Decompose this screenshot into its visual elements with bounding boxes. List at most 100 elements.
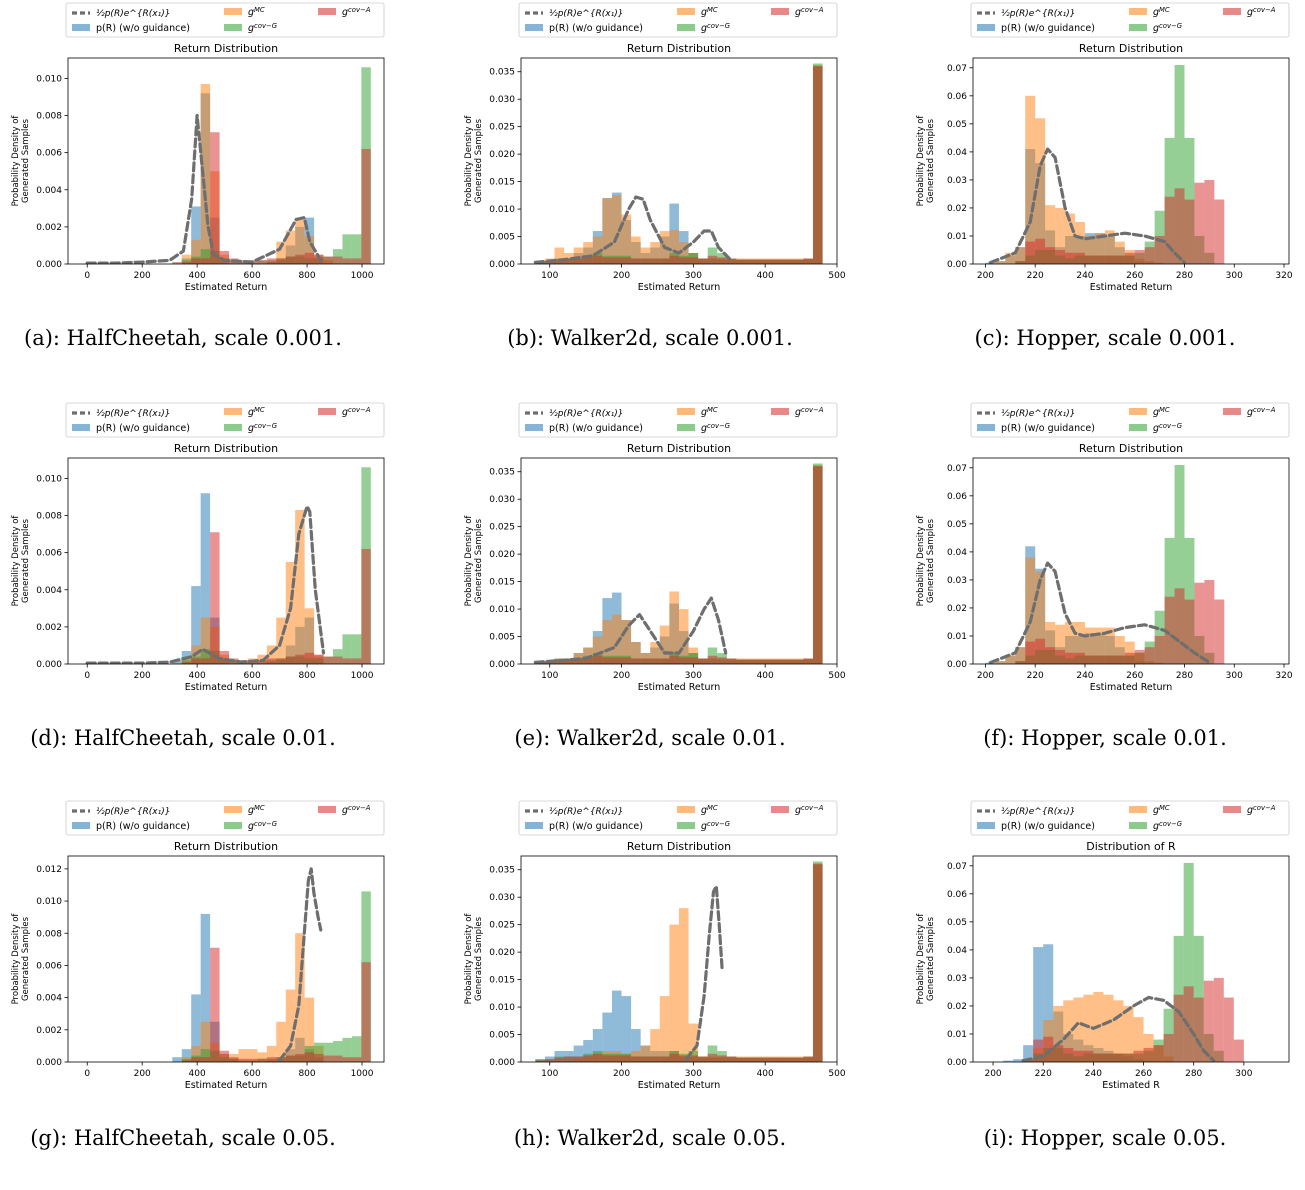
legend-label-p: p(R) (w/o guidance) <box>96 821 190 832</box>
bar-mc <box>583 242 593 264</box>
y-axis-label: Probability Density of Generated Samples <box>464 115 484 207</box>
x-axis-label: Estimated Return <box>1090 282 1173 293</box>
caption-text: (b): Walker2d, scale <box>507 326 726 350</box>
x-axis: 0 200 400 600 800 1000 Estimated Return <box>84 1062 374 1091</box>
density-line <box>1021 995 1216 1062</box>
legend-swatch-p <box>72 24 90 31</box>
bar-cova <box>602 657 612 664</box>
series-cova <box>181 532 371 664</box>
caption-scale-value: 0.05 <box>282 1126 330 1150</box>
y-tick-label: 0.00 <box>947 1058 967 1068</box>
bar-cova <box>342 658 352 664</box>
bar-cova <box>1025 641 1036 664</box>
legend-label-cova: gcov−A <box>1247 406 1276 418</box>
bar-cova <box>650 1056 660 1062</box>
bar-cova <box>1033 1039 1044 1062</box>
bar-mc <box>659 625 670 664</box>
caption-suffix: . <box>329 1126 336 1150</box>
bar-mc <box>592 236 603 264</box>
bar-cova <box>219 251 230 264</box>
bar-cova <box>573 658 584 664</box>
bar-cova <box>342 258 352 264</box>
bar-cova <box>238 1058 248 1062</box>
bar-mc <box>592 636 603 664</box>
bar-cova <box>1114 255 1125 264</box>
bar-cova <box>1084 255 1095 264</box>
chart-svg: ½p(R)e^{R(x₁)} p(R) (w/o guidance) gMC gcov… <box>11 800 385 1091</box>
x-tick-label: 220 <box>1027 671 1044 681</box>
bar-mc <box>276 241 286 264</box>
y-tick-label: 0.000 <box>489 660 515 670</box>
bar-cova <box>583 257 593 264</box>
legend-swatch-p <box>525 424 543 431</box>
bar-cova <box>285 1055 296 1062</box>
figure-caption: (h): Walker2d, scale 0.05. <box>480 1126 820 1150</box>
bar-cova <box>1015 661 1026 664</box>
bar-cova <box>812 66 823 264</box>
bar-mc <box>1083 994 1094 1062</box>
bar-cova <box>1045 647 1056 664</box>
x-tick-label: 500 <box>828 1069 845 1079</box>
legend-swatch-p <box>72 424 90 431</box>
legend-swatch-cova <box>771 8 789 15</box>
bar-mc <box>621 620 632 664</box>
legend-swatch-mc <box>677 8 695 15</box>
bar-cova <box>583 657 593 664</box>
bar-mc <box>247 1049 258 1062</box>
bar-mc <box>554 247 565 264</box>
x-tick-label: 400 <box>757 1069 774 1079</box>
x-tick-label: 240 <box>1085 1069 1102 1079</box>
series-cova <box>535 466 823 664</box>
bar-cova <box>631 1056 641 1062</box>
bar-mc <box>1073 997 1084 1062</box>
caption-suffix: . <box>1228 326 1236 350</box>
bar-mc <box>602 198 612 264</box>
legend-frame <box>65 2 385 38</box>
chart-title: Return Distribution <box>174 42 278 55</box>
bar-mc <box>200 1021 211 1062</box>
bar-mc <box>995 661 1006 664</box>
bar-cova <box>1184 599 1195 664</box>
bar-mc <box>1065 621 1076 664</box>
legend-label-mc: gMC <box>248 804 265 816</box>
bar-cova <box>257 1058 267 1062</box>
bar-cova <box>1123 1053 1134 1062</box>
bar-mc <box>276 1021 286 1062</box>
y-tick-label: 0.06 <box>947 890 967 900</box>
y-axis-label-line1: Probability Density of <box>464 515 474 607</box>
bar-p <box>631 1029 641 1062</box>
bar-mc <box>304 236 315 264</box>
bar-cova <box>285 256 296 264</box>
y-tick-label: 0.000 <box>36 260 62 270</box>
bar-cova <box>554 259 565 264</box>
y-axis: 0.000 0.002 0.004 0.006 0.008 0.010 Probabilit… <box>11 74 68 270</box>
bar-cova <box>1063 1047 1074 1062</box>
bar-cova <box>611 657 622 664</box>
x-axis: 100 200 300 400 500 Estimated Return <box>541 1062 846 1091</box>
y-tick-label: 0.01 <box>947 1030 967 1040</box>
plot-area <box>535 861 823 1062</box>
bar-cova <box>1214 199 1225 264</box>
x-tick-label: 260 <box>1126 671 1143 681</box>
plot-area <box>85 467 371 664</box>
bar-covg <box>1174 65 1185 264</box>
bar-cova <box>1075 252 1085 264</box>
bar-cova <box>765 259 775 264</box>
x-tick-label: 240 <box>1076 671 1093 681</box>
series-mc <box>535 465 823 664</box>
bar-p <box>602 1012 612 1062</box>
y-axis-label: Probability Density of Generated Samples <box>11 913 31 1005</box>
legend-swatch-p <box>977 24 995 31</box>
bar-cova <box>650 658 660 664</box>
legend-frame <box>65 402 385 438</box>
x-tick-label: 220 <box>1035 1069 1052 1079</box>
bar-cova <box>295 654 305 664</box>
legend-swatch-cova <box>1223 806 1241 813</box>
bar-mc <box>1094 627 1105 664</box>
y-tick-label: 0.005 <box>489 233 515 243</box>
bar-p <box>1033 947 1044 1062</box>
bar-cova <box>191 1057 201 1062</box>
bar-covg <box>342 234 352 264</box>
density-line <box>85 504 326 664</box>
bar-cova <box>621 257 632 264</box>
